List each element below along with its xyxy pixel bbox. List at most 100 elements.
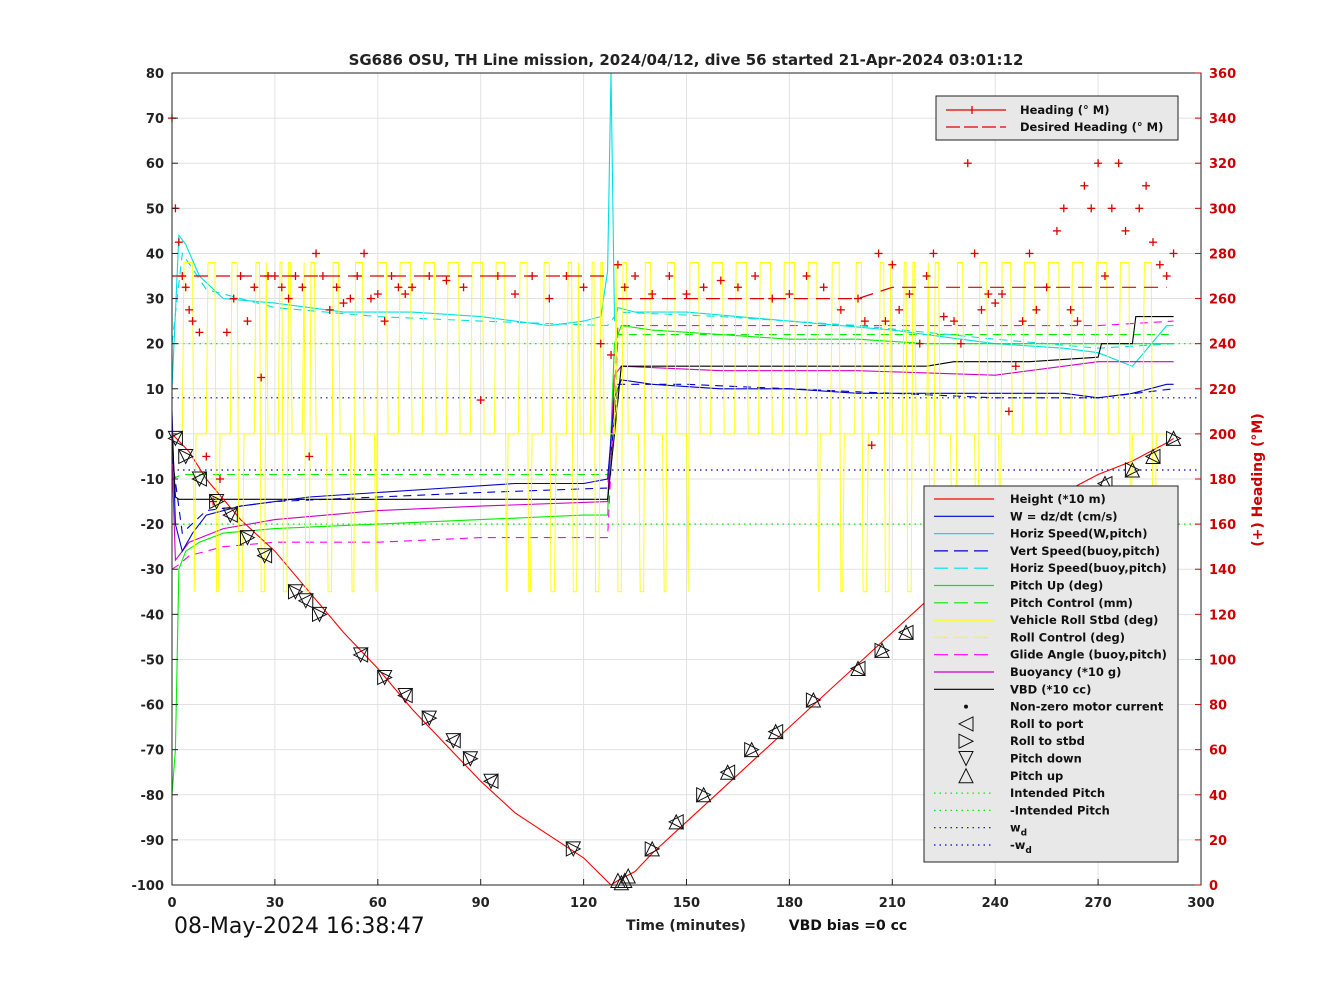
heading-point	[339, 299, 348, 308]
right-tick-label: 60	[1209, 744, 1227, 759]
heading-point	[802, 272, 811, 280]
right-tick-label: 240	[1209, 338, 1236, 353]
pitch-marker	[620, 867, 636, 884]
right-tick-label: 180	[1209, 473, 1236, 488]
heading-point	[881, 317, 890, 326]
vbd-bias-note: VBD bias =0 cc	[789, 918, 907, 934]
pitch-marker	[222, 507, 239, 524]
heading-point	[1032, 305, 1041, 314]
heading-point	[970, 249, 979, 258]
left-tick-label: 20	[146, 338, 164, 353]
left-tick-label: -70	[141, 744, 165, 759]
legend-label: VBD (*10 cc)	[1010, 682, 1091, 696]
series-roll	[172, 262, 1167, 593]
right-tick-label: 220	[1209, 383, 1236, 398]
pitch-marker	[256, 548, 273, 564]
right-tick-label: 300	[1209, 202, 1236, 217]
roll-marker	[445, 732, 461, 749]
roll-marker	[287, 583, 304, 600]
roll-marker	[644, 841, 661, 857]
legend-label: Pitch Control (mm)	[1010, 596, 1133, 610]
pitch-marker	[239, 530, 256, 546]
heading-point	[229, 294, 238, 303]
heading-point	[312, 249, 321, 258]
heading-point	[977, 305, 986, 314]
heading-point	[318, 272, 327, 280]
pitch-marker	[565, 841, 582, 858]
legend-label: Vehicle Roll Stbd (deg)	[1010, 613, 1158, 627]
left-tick-label: 0	[155, 428, 164, 443]
pitch-marker	[297, 593, 314, 609]
heading-point	[1066, 305, 1075, 314]
roll-marker	[397, 687, 413, 704]
right-tick-label: 80	[1209, 699, 1227, 714]
heading-point	[1162, 272, 1171, 280]
x-tick-label: 210	[879, 896, 906, 911]
right-tick-label: 340	[1209, 112, 1236, 127]
legend-swatch	[958, 751, 974, 767]
right-axis-label: (+) Heading (°M)	[1250, 413, 1266, 546]
heading-point	[202, 452, 211, 461]
roll-marker	[805, 692, 822, 708]
right-tick-label: 100	[1209, 653, 1236, 668]
heading-point	[579, 283, 588, 292]
x-tick-label: 270	[1085, 896, 1112, 911]
heading-point	[408, 283, 417, 292]
right-tick-label: 200	[1209, 428, 1236, 443]
heading-point	[243, 317, 252, 326]
heading-point	[373, 290, 382, 299]
left-tick-label: -60	[141, 699, 165, 714]
heading-point	[613, 260, 622, 269]
heading-point	[733, 283, 742, 292]
heading-point	[394, 283, 403, 292]
pitch-marker	[483, 773, 499, 790]
series-glide	[171, 320, 1174, 570]
roll-marker	[482, 773, 499, 790]
heading-point	[284, 294, 293, 303]
heading-legend: Heading (° M) Desired Heading (° M)	[935, 95, 1179, 141]
heading-point	[929, 249, 938, 258]
heading-point	[1135, 204, 1144, 213]
series-legend: Height (*10 m) W = dz/dt (cm/s) Horiz Spee…	[923, 485, 1179, 863]
pitch-marker	[1165, 430, 1182, 446]
heading-point	[751, 272, 760, 280]
left-tick-label: 10	[146, 383, 164, 398]
pitch-marker	[397, 688, 414, 704]
heading-point	[332, 283, 341, 292]
x-tick-label: 120	[570, 896, 597, 911]
pitch-marker	[445, 733, 462, 749]
heading-point	[716, 276, 725, 285]
legend-label: Glide Angle (buoy,pitch)	[1010, 648, 1167, 662]
roll-marker	[191, 471, 207, 487]
heading-point	[1073, 317, 1082, 326]
pitch-marker	[616, 872, 633, 888]
heading-point	[874, 249, 883, 258]
heading-point	[353, 272, 362, 280]
series-w_buoy	[171, 383, 1174, 535]
right-tick-label: 0	[1209, 879, 1218, 894]
heading-point	[607, 350, 616, 359]
legend-label: Vert Speed(buoy,pitch)	[1010, 544, 1160, 558]
roll-marker	[719, 764, 736, 781]
heading-point	[360, 249, 369, 258]
heading-point	[991, 299, 1000, 308]
heading-point	[956, 339, 965, 348]
right-tick-label: 320	[1209, 157, 1236, 172]
heading-point	[1087, 204, 1096, 213]
legend-label: W = dz/dt (cm/s)	[1010, 509, 1118, 523]
heading-point	[291, 272, 300, 280]
heading-point	[915, 339, 924, 348]
right-tick-label: 260	[1209, 293, 1236, 308]
heading-point	[950, 317, 959, 326]
left-tick-label: 30	[146, 293, 164, 308]
roll-marker	[222, 507, 238, 523]
legend-swatch	[957, 716, 974, 732]
heading-point	[195, 328, 204, 337]
pitch-marker	[805, 691, 822, 708]
legend-label: Roll to port	[1010, 717, 1084, 731]
heading-point	[860, 317, 869, 326]
x-tick-label: 300	[1187, 896, 1214, 911]
right-tick-label: 140	[1209, 563, 1236, 578]
pitch-marker	[177, 448, 194, 465]
